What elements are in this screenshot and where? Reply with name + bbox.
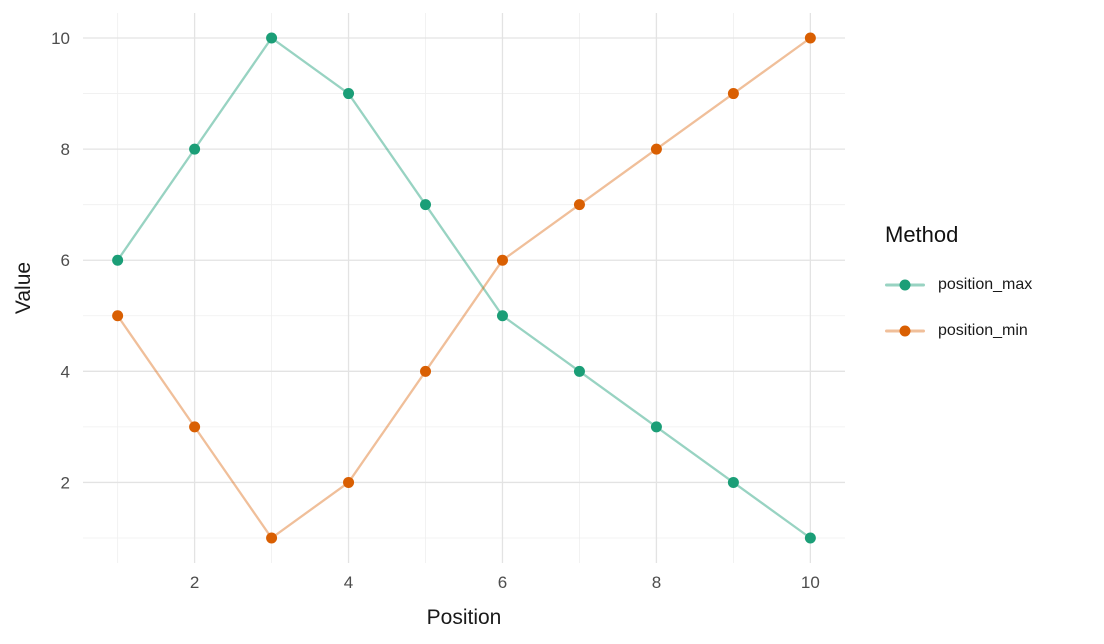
y-axis-title: Value: [12, 261, 35, 315]
data-point: [650, 143, 662, 155]
data-point: [573, 365, 585, 377]
data-point: [573, 199, 585, 211]
data-point: [420, 365, 432, 377]
legend-key-line-dot-icon: [885, 277, 925, 293]
data-point: [189, 143, 201, 155]
legend: Method position_max position_min: [885, 222, 1032, 362]
series-line: [116, 37, 812, 540]
series-line: [116, 36, 812, 539]
data-point: [496, 254, 508, 266]
legend-key-line-dot-icon: [885, 323, 925, 339]
data-point: [343, 476, 355, 488]
data-point: [112, 254, 124, 266]
gridlines: [83, 13, 845, 563]
data-point: [112, 310, 124, 322]
data-point: [343, 88, 355, 100]
tick-label: 6: [498, 573, 507, 592]
tick-label: 10: [51, 29, 70, 48]
series-position_max: [112, 32, 816, 544]
tick-label: 6: [61, 251, 70, 270]
tick-label: 2: [61, 473, 70, 492]
data-point: [189, 421, 201, 433]
tick-labels: 2 4 6 8 10 2 4 6 8 10: [51, 29, 820, 592]
data-point: [650, 421, 662, 433]
data-point: [496, 310, 508, 322]
legend-item-position-max: position_max: [885, 270, 1032, 300]
legend-label: position_max: [938, 276, 1033, 293]
tick-label: 4: [344, 573, 353, 592]
data-point: [727, 476, 739, 488]
data-point: [266, 32, 278, 44]
data-point: [804, 32, 816, 44]
tick-label: 8: [652, 573, 661, 592]
tick-label: 8: [61, 140, 70, 159]
tick-label: 2: [190, 573, 199, 592]
data-point: [420, 199, 432, 211]
series-position_min: [112, 32, 816, 544]
tick-label: 10: [801, 573, 820, 592]
data-point: [266, 532, 278, 544]
data-point: [727, 88, 739, 100]
legend-title: Method: [885, 222, 959, 247]
legend-item-position-min: position_min: [885, 316, 1032, 346]
data-point: [804, 532, 816, 544]
tick-label: 4: [61, 362, 70, 381]
legend-label: position_min: [938, 322, 1028, 339]
x-axis-title: Position: [426, 606, 502, 629]
